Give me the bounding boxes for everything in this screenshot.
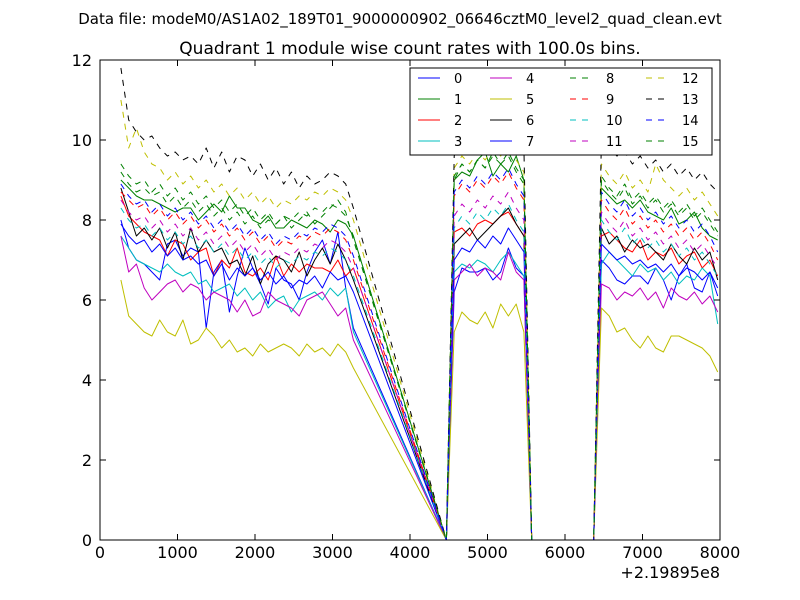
legend-label-8: 8: [606, 72, 614, 87]
legend-label-6: 6: [526, 114, 534, 129]
legend-label-14: 14: [682, 114, 699, 129]
series-line-10: [120, 203, 719, 541]
chart-title: Quadrant 1 module wise count rates with …: [179, 39, 640, 59]
series-line-7: [120, 223, 719, 541]
x-tick-label: 5000: [467, 543, 508, 562]
series-line-5: [120, 279, 719, 541]
series-line-1: [120, 151, 718, 541]
series-line-2: [120, 195, 719, 541]
series-line-9: [120, 171, 719, 541]
y-tick-label: 10: [72, 131, 92, 150]
legend-label-4: 4: [526, 72, 534, 87]
series-line-12: [120, 99, 719, 541]
x-tick-label: 6000: [545, 543, 586, 562]
series-line-6: [120, 187, 719, 541]
y-tick-label: 0: [82, 531, 92, 550]
legend-label-0: 0: [454, 72, 462, 87]
x-tick-label: 0: [95, 543, 105, 562]
series-line-15: [120, 151, 719, 541]
series-line-14: [120, 167, 719, 541]
legend-label-13: 13: [682, 93, 699, 108]
x-tick-label: 8000: [700, 543, 741, 562]
y-tick-label: 4: [82, 371, 92, 390]
series-line-4: [120, 235, 719, 541]
series-line-11: [120, 191, 719, 541]
x-tick-label: 1000: [157, 543, 198, 562]
legend-label-7: 7: [526, 135, 534, 150]
y-tick-label: 8: [82, 211, 92, 230]
x-tick-label: 2000: [235, 543, 276, 562]
legend-label-12: 12: [682, 72, 699, 87]
y-tick-label: 2: [82, 451, 92, 470]
series-line-13: [120, 67, 719, 541]
legend-label-11: 11: [606, 135, 623, 150]
x-tick-label: 7000: [622, 543, 663, 562]
legend-label-1: 1: [454, 93, 462, 108]
legend-label-3: 3: [454, 135, 462, 150]
legend-label-10: 10: [606, 114, 623, 129]
legend-label-2: 2: [454, 114, 462, 129]
chart-suptitle: Data file: modeM0/AS1A02_189T01_90000009…: [78, 10, 722, 29]
series-line-3: [120, 235, 719, 541]
x-offset-label: +2.19895e8: [620, 563, 720, 582]
legend-label-5: 5: [526, 93, 534, 108]
x-tick-label: 4000: [390, 543, 431, 562]
y-tick-label: 12: [72, 51, 92, 70]
legend-label-9: 9: [606, 93, 614, 108]
series-layer: [120, 67, 719, 541]
y-tick-label: 6: [82, 291, 92, 310]
legend-label-15: 15: [682, 135, 699, 150]
x-tick-label: 3000: [312, 543, 353, 562]
ticks-layer: 0 1000 2000 3000 4000 5000 6000 7000 80000246810…: [72, 51, 741, 562]
